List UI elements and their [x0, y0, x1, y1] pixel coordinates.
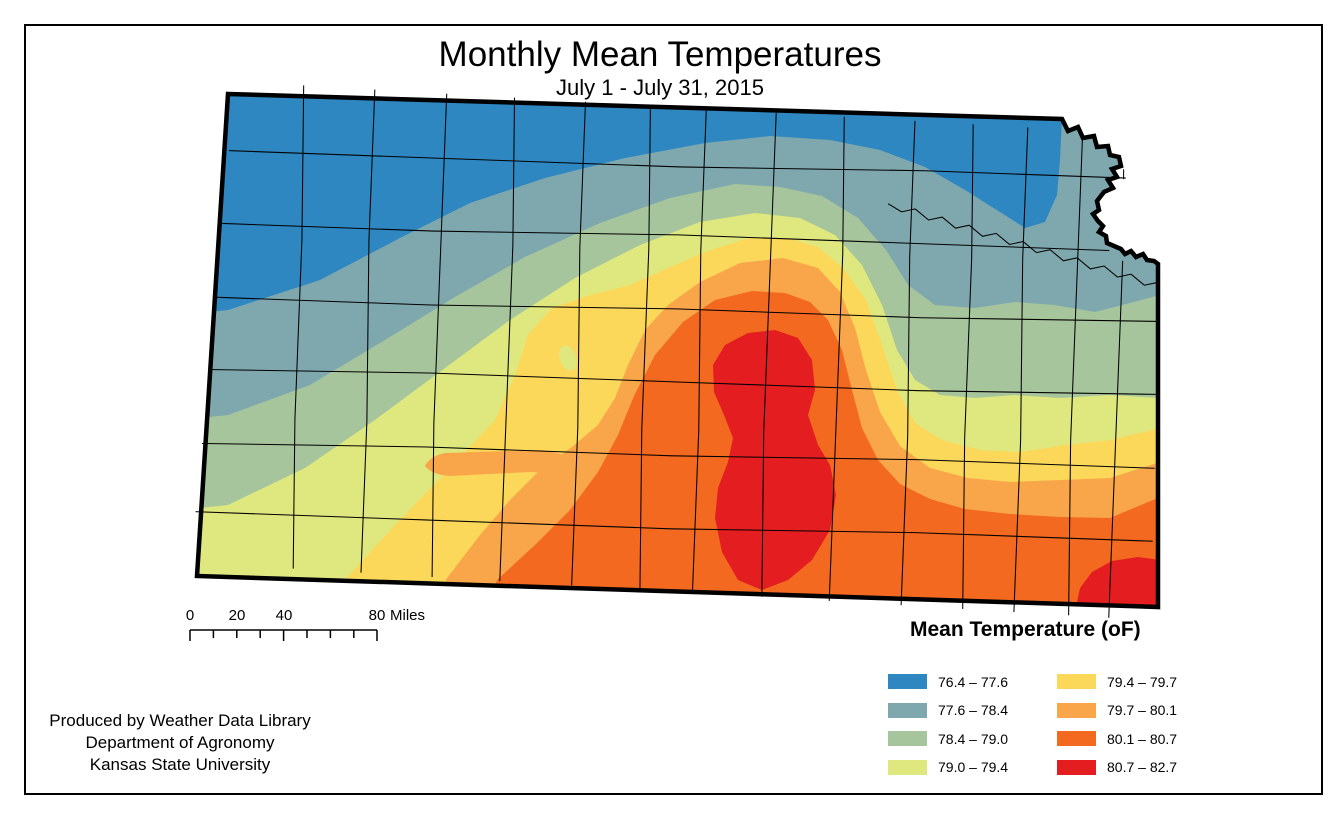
band-darkorange-80-1-80-7: [493, 291, 1158, 607]
legend-item: 77.6 – 78.4: [888, 702, 1009, 718]
county-boundaries: [190, 80, 1165, 621]
legend-swatch: [888, 702, 927, 718]
legend-label: 77.6 – 78.4: [938, 702, 1009, 718]
band-red-southeast: [1075, 557, 1158, 607]
legend: Mean Temperature (oF) 76.4 – 77.6 77.6 –…: [888, 618, 1310, 775]
legend-label: 79.7 – 80.1: [1107, 702, 1178, 718]
legend-label: 79.4 – 79.7: [1107, 673, 1178, 690]
legend-item: 79.0 – 79.4: [888, 759, 1009, 775]
page-subtitle: July 1 - July 31, 2015: [556, 75, 764, 100]
legend-label: 80.7 – 82.7: [1107, 759, 1178, 775]
legend-column-left: 76.4 – 77.6 77.6 – 78.4 78.4 – 79.0 79.0…: [888, 674, 1008, 788]
legend-swatch: [1057, 674, 1096, 689]
attribution-line: Produced by Weather Data Library: [49, 711, 311, 730]
legend-item: 79.4 – 79.7: [1057, 673, 1178, 690]
band-orange-finger: [425, 450, 580, 476]
band-blue-76-4-77-6: [197, 94, 1062, 315]
scale-bar: 0 20 40 80 Miles: [186, 607, 425, 641]
legend-item: 76.4 – 77.6: [888, 673, 1009, 690]
attribution-line: Kansas State University: [89, 755, 271, 774]
title-block: Monthly Mean Temperatures July 1 - July …: [320, 36, 1000, 102]
legend-swatch: [1057, 702, 1096, 718]
scale-label-0: 0: [186, 607, 194, 624]
attribution-line: Department of Agronomy: [85, 733, 275, 752]
legend-column-right: 79.4 – 79.7 79.7 – 80.1 80.1 – 80.7 80.7…: [1057, 674, 1177, 788]
legend-item: 80.1 – 80.7: [1057, 730, 1178, 747]
scale-label-80: 80: [369, 607, 386, 624]
border-frame: [24, 24, 1323, 795]
legend-swatch: [888, 759, 927, 775]
legend-label: 79.0 – 79.4: [938, 759, 1009, 775]
legend-item: 80.7 – 82.7: [1057, 759, 1178, 775]
band-red-core-80-7-82-7: [713, 330, 836, 590]
legend-title: Mean Temperature (oF): [910, 618, 1141, 641]
legend-swatch: [888, 731, 927, 746]
legend-item: 78.4 – 79.0: [888, 730, 1009, 747]
legend-item: 79.7 – 80.1: [1057, 702, 1178, 718]
scale-label-40: 40: [276, 607, 293, 624]
band-yellowgreen-island: [559, 345, 577, 371]
legend-swatch: [1057, 759, 1096, 775]
legend-swatch: [888, 674, 927, 689]
legend-label: 80.1 – 80.7: [1107, 730, 1178, 747]
scale-label-20: 20: [229, 607, 246, 624]
legend-label: 78.4 – 79.0: [938, 730, 1009, 747]
legend-swatch: [1057, 731, 1096, 746]
legend-label: 76.4 – 77.6: [938, 673, 1009, 690]
page-title: Monthly Mean Temperatures: [438, 35, 882, 74]
scale-unit-label: Miles: [390, 607, 425, 624]
state-outline: [194, 91, 1161, 610]
attribution: Produced by Weather Data Library Departm…: [30, 710, 330, 776]
